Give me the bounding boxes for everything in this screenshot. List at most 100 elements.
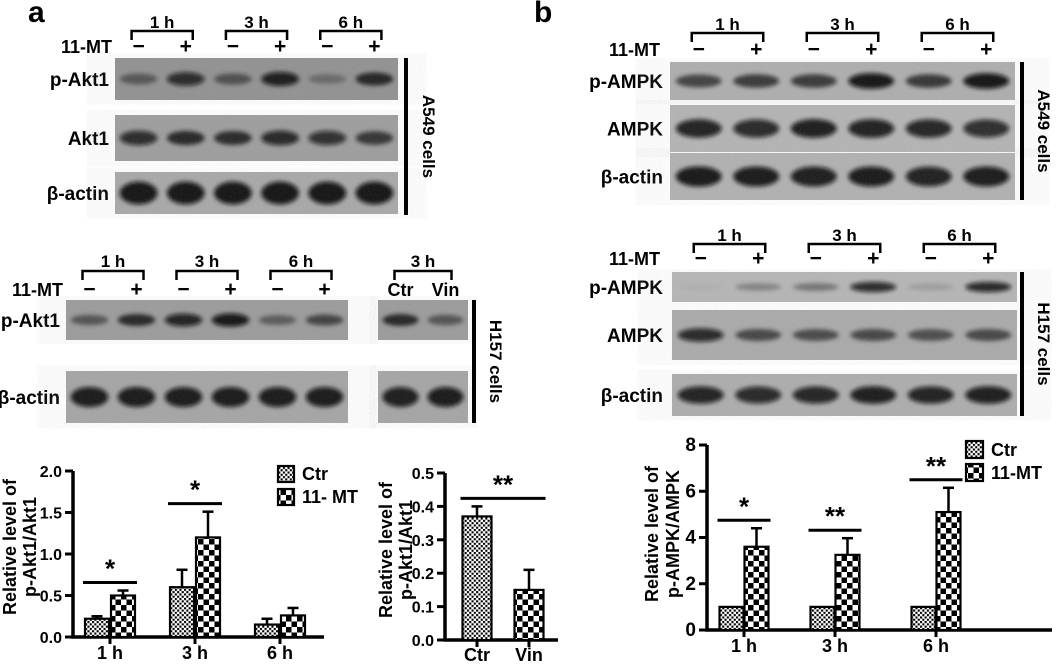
film-grain — [672, 374, 1017, 416]
x-category-label: 3 h — [822, 636, 848, 656]
panel-b-label: b — [534, 0, 553, 29]
time-label: 3 h — [411, 252, 436, 271]
time-label: 6 h — [947, 226, 972, 245]
x-category-label: Ctr — [464, 645, 490, 664]
time-label: 3 h — [244, 13, 269, 32]
cell-line-label: A549 cells — [419, 95, 438, 178]
y-axis-label: Relative level of — [642, 465, 662, 602]
time-bracket — [269, 269, 333, 280]
lane-sign: + — [867, 247, 879, 270]
lane-sign: − — [132, 35, 144, 58]
bar — [834, 553, 861, 632]
y-axis-label: Relative level of — [376, 481, 396, 618]
lane-sign: − — [321, 35, 333, 58]
time-bracket — [319, 29, 383, 40]
lane-sign: − — [271, 278, 283, 301]
time-bracket — [920, 31, 995, 42]
cell-line-label: H157 cells — [486, 320, 505, 403]
blot-row-label: p-AMPK — [589, 72, 663, 93]
blot-image — [66, 371, 348, 423]
time-label: 6 h — [945, 15, 970, 34]
lane-sign: − — [810, 247, 822, 270]
lane-sign: − — [695, 247, 707, 270]
bar — [279, 614, 307, 639]
cell-line-label: A549 cells — [1034, 89, 1053, 172]
time-bracket — [175, 269, 239, 280]
legend-swatch — [964, 462, 985, 483]
bar — [718, 605, 745, 632]
film-grain — [378, 371, 468, 423]
y-tick-label: 2.0 — [40, 464, 62, 481]
time-label: 6 h — [289, 252, 314, 271]
y-tick-label: 0.5 — [412, 466, 434, 483]
time-bracket — [805, 31, 880, 42]
time-bracket — [393, 269, 453, 280]
time-label: 1 h — [101, 252, 126, 271]
time-bracket — [692, 242, 767, 253]
bar — [253, 623, 281, 639]
y-tick-label: 0.4 — [412, 499, 434, 516]
time-bracket — [690, 31, 765, 42]
significance-label: ** — [926, 451, 947, 481]
lane-sign: − — [923, 38, 935, 61]
treatment-label: 11-MT — [61, 37, 112, 57]
blot-row-label: β-actin — [0, 388, 60, 409]
time-bracket — [922, 242, 997, 253]
y-axis-label: Relative level of — [0, 478, 20, 615]
lane-sign: + — [274, 35, 286, 58]
blot-row-label: β-actin — [601, 168, 663, 189]
time-label: 1 h — [150, 13, 175, 32]
film-grain — [66, 300, 348, 340]
lane-sign: + — [982, 247, 994, 270]
bar — [513, 588, 545, 642]
blot-row-label: Akt1 — [68, 129, 110, 150]
lane-label: Ctr — [388, 280, 414, 300]
blot-row-label: β-actin — [47, 184, 109, 205]
x-category-label: 1 h — [97, 643, 123, 663]
legend-label: Ctr — [991, 440, 1017, 460]
time-bracket — [807, 242, 882, 253]
legend-swatch — [276, 487, 296, 507]
blot-row-label: β-actin — [601, 386, 663, 407]
bar — [743, 545, 770, 632]
bar — [809, 605, 836, 632]
lane-sign: + — [865, 38, 877, 61]
y-tick-label: 0.0 — [412, 633, 434, 650]
blot-image — [66, 300, 348, 340]
film-grain — [672, 272, 1017, 302]
time-bracket — [224, 29, 289, 40]
treatment-label: 11-MT — [609, 249, 660, 269]
lane-sign: − — [227, 35, 239, 58]
treatment-label: 11-MT — [12, 280, 63, 300]
film-grain — [115, 115, 398, 161]
film-grain — [670, 153, 1015, 200]
legend-label: Ctr — [302, 464, 328, 484]
y-tick-label: 0.5 — [40, 589, 62, 606]
film-grain — [378, 300, 468, 340]
bar — [168, 586, 196, 639]
lane-sign: − — [693, 38, 705, 61]
significance-label: * — [105, 554, 116, 584]
y-axis-label: p-Akt1/Akt1 — [396, 500, 416, 600]
blot-image — [670, 105, 1015, 152]
significance-label: ** — [493, 469, 514, 499]
film-grain — [115, 172, 398, 214]
bar — [910, 605, 937, 632]
y-tick-label: 0.3 — [412, 533, 434, 550]
significance-label: * — [190, 475, 201, 505]
treatment-label: 11-MT — [609, 40, 660, 60]
time-label: 3 h — [195, 252, 220, 271]
blot-image — [672, 272, 1017, 302]
blot-image — [115, 115, 398, 161]
y-tick-label: 0.2 — [412, 566, 434, 583]
time-bracket — [81, 269, 145, 280]
blot-row-label: AMPK — [607, 326, 663, 347]
chart-p-akt1-over-akt1-timecourse: 0.0 0.5 1.0 1.5 2.0 1 h 3 h 6 h * * Ctr 11- MT Relat… — [0, 464, 358, 663]
y-tick-label: 0 — [685, 620, 696, 641]
time-label: 1 h — [715, 15, 740, 34]
time-label: 6 h — [339, 13, 364, 32]
